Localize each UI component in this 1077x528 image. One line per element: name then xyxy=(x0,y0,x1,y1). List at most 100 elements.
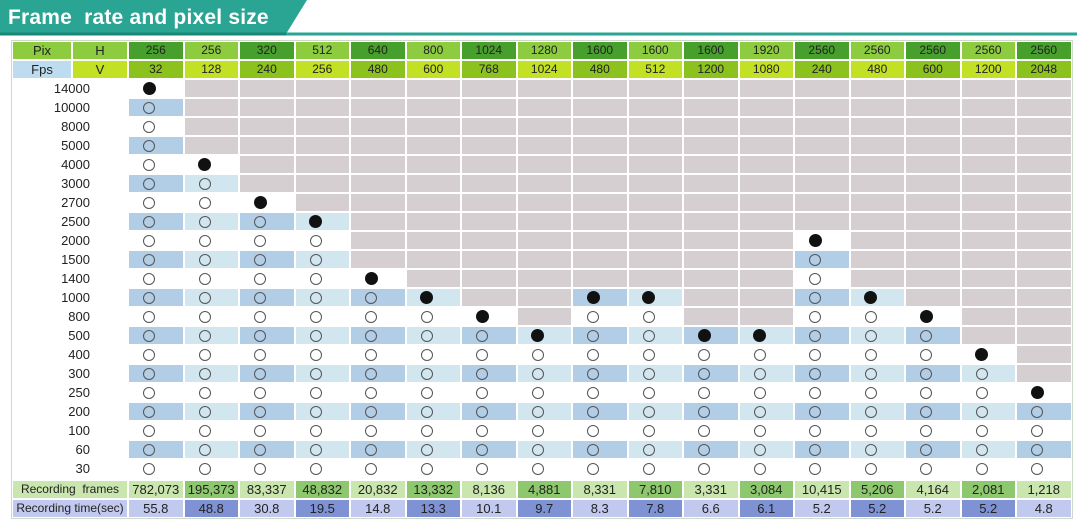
supported-rate-dot xyxy=(365,462,377,475)
supported-rate-dot xyxy=(365,424,377,437)
supported-rate-dot xyxy=(864,405,877,418)
table-cell xyxy=(294,326,350,345)
fps-row-label: 1400 xyxy=(61,271,90,286)
table-cell xyxy=(794,288,850,307)
fps-row-label: 2000 xyxy=(61,233,90,248)
supported-rate-dot xyxy=(531,367,544,380)
table-cell xyxy=(294,174,350,193)
supported-rate-dot xyxy=(143,462,155,475)
supported-rate-dot xyxy=(309,291,322,304)
table-cell xyxy=(960,250,1016,269)
table-cell xyxy=(461,155,517,174)
supported-rate-dot xyxy=(753,386,766,399)
h-value-cell: 1600 xyxy=(572,41,628,60)
table-cell xyxy=(572,326,628,345)
table-cell xyxy=(683,269,739,288)
table-cell xyxy=(794,174,850,193)
supported-rate-dot xyxy=(531,424,544,437)
supported-rate-dot xyxy=(587,405,599,418)
supported-rate-dot xyxy=(254,272,266,285)
v-value-cell: 600 xyxy=(905,60,961,79)
table-cell xyxy=(294,79,350,98)
supported-rate-dot xyxy=(309,310,322,323)
table-cell xyxy=(350,402,406,421)
recording-frames-cell: 83,337 xyxy=(239,480,295,499)
supported-rate-dot xyxy=(198,348,211,361)
table-cell xyxy=(960,326,1016,345)
recording-time-cell: 7.8 xyxy=(627,499,683,518)
table-cell xyxy=(405,155,461,174)
supported-rate-dot xyxy=(753,367,766,380)
recording-time-cell: 4.8 xyxy=(1016,499,1072,518)
recording-frames-cell: 10,415 xyxy=(794,480,850,499)
table-cell xyxy=(738,288,794,307)
table-cell xyxy=(294,98,350,117)
recording-time-cell: 19.5 xyxy=(294,499,350,518)
fps-row-label: 2700 xyxy=(61,195,90,210)
table-cell xyxy=(294,440,350,459)
table-cell xyxy=(405,250,461,269)
supported-rate-dot xyxy=(420,405,433,418)
supported-rate-dot xyxy=(143,101,155,114)
supported-rate-dot xyxy=(642,367,655,380)
table-cell xyxy=(960,307,1016,326)
supported-rate-dot xyxy=(476,329,488,342)
supported-rate-dot xyxy=(642,329,655,342)
supported-rate-dot xyxy=(143,310,155,323)
fps-row-label: 4000 xyxy=(61,157,90,172)
table-cell xyxy=(350,79,406,98)
table-cell xyxy=(183,288,239,307)
table-cell xyxy=(239,440,295,459)
table-cell xyxy=(849,288,905,307)
table-cell xyxy=(1016,250,1072,269)
recording-time-cell: 5.2 xyxy=(960,499,1016,518)
table-cell xyxy=(794,79,850,98)
table-cell xyxy=(960,193,1016,212)
table-cell xyxy=(683,98,739,117)
recording-time-cell: 30.8 xyxy=(239,499,295,518)
table-cell xyxy=(350,174,406,193)
v-value-cell: 480 xyxy=(572,60,628,79)
table-cell xyxy=(405,136,461,155)
table-cell xyxy=(1016,269,1072,288)
table-cell xyxy=(849,212,905,231)
fps-row-label: 400 xyxy=(68,347,90,362)
supported-rate-dot xyxy=(809,310,821,323)
h-value-cell: 2560 xyxy=(1016,41,1072,60)
supported-rate-dot xyxy=(1031,462,1043,475)
table-cell xyxy=(905,136,961,155)
table-cell xyxy=(572,269,628,288)
table-cell xyxy=(239,155,295,174)
table-cell xyxy=(627,326,683,345)
table-cell xyxy=(183,250,239,269)
supported-rate-dot xyxy=(309,272,322,285)
table-cell xyxy=(905,79,961,98)
table-cell xyxy=(960,402,1016,421)
table-cell xyxy=(738,231,794,250)
table-cell xyxy=(627,98,683,117)
supported-rate-dot xyxy=(809,386,821,399)
supported-rate-dot xyxy=(809,272,821,285)
max-rate-dot xyxy=(420,291,433,304)
supported-rate-dot xyxy=(198,443,211,456)
v-value-cell: 1200 xyxy=(960,60,1016,79)
fps-row-label: 14000 xyxy=(53,81,90,96)
table-cell xyxy=(1016,231,1072,250)
table-cell xyxy=(849,155,905,174)
max-rate-dot xyxy=(364,272,378,285)
table-cell xyxy=(905,250,961,269)
supported-rate-dot xyxy=(143,120,155,133)
table-cell xyxy=(405,212,461,231)
supported-rate-dot xyxy=(420,310,433,323)
h-value-cell: 2560 xyxy=(905,41,961,60)
table-cell xyxy=(294,136,350,155)
table-cell xyxy=(572,136,628,155)
fps-row-label: 1000 xyxy=(61,290,90,305)
supported-rate-dot xyxy=(975,462,988,475)
fps-row-label: 2500 xyxy=(61,214,90,229)
supported-rate-dot xyxy=(365,386,377,399)
h-value-cell: 1024 xyxy=(461,41,517,60)
table-cell xyxy=(905,440,961,459)
supported-rate-dot xyxy=(920,329,932,342)
table-cell xyxy=(239,212,295,231)
